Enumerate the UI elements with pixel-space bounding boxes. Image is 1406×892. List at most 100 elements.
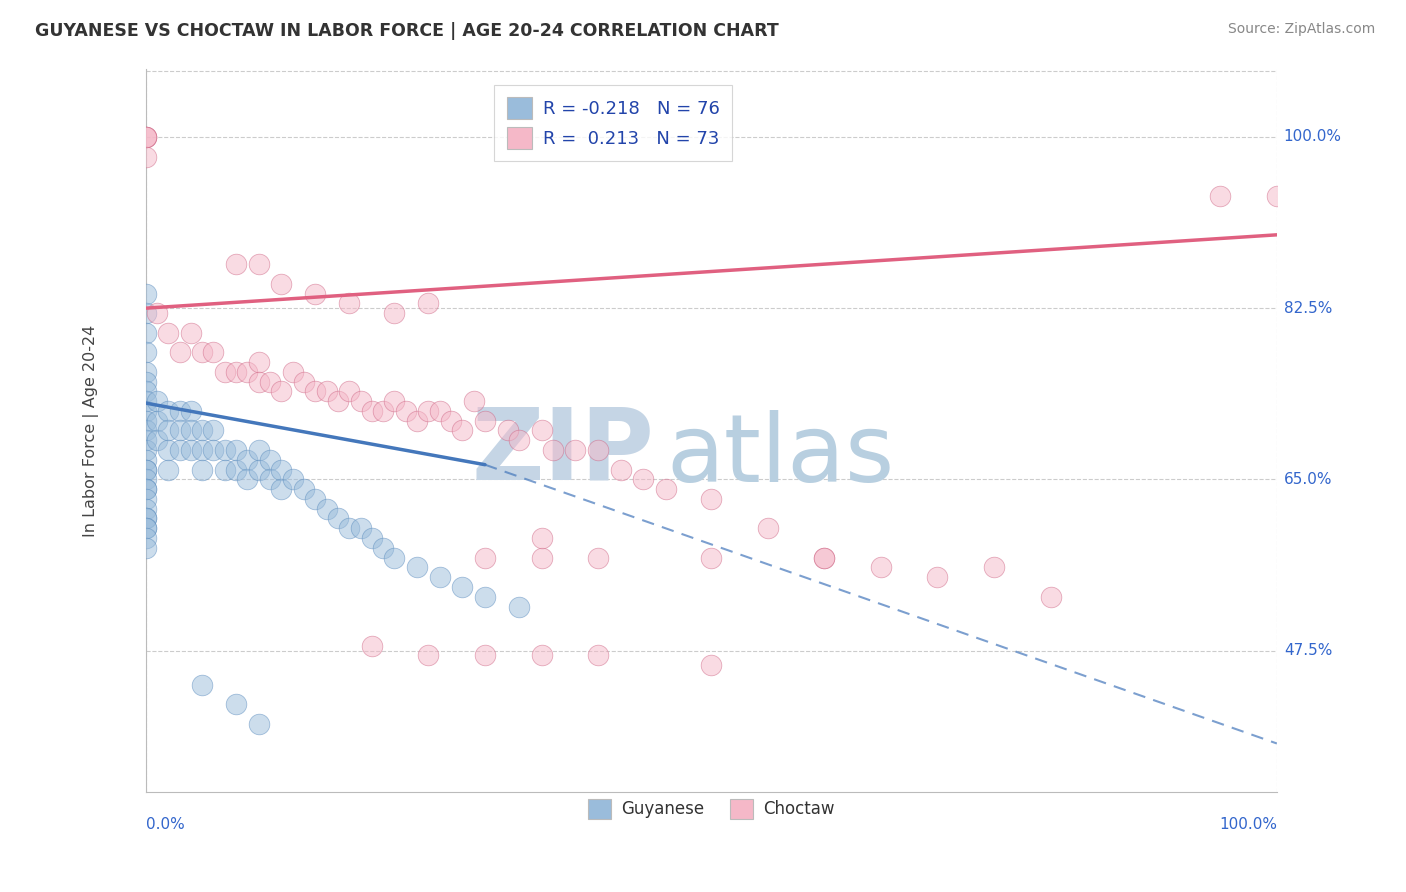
Guyanese: [146, 434, 169, 448]
Guyanese: [135, 541, 157, 555]
Choctaw: [247, 355, 270, 369]
Guyanese: [225, 443, 247, 458]
Guyanese: [373, 541, 395, 555]
Choctaw: [281, 365, 304, 379]
Guyanese: [135, 511, 157, 525]
Guyanese: [191, 443, 214, 458]
Guyanese: [157, 443, 180, 458]
Guyanese: [180, 424, 202, 438]
Guyanese: [135, 501, 157, 516]
Choctaw: [135, 130, 157, 145]
Guyanese: [270, 482, 292, 496]
Guyanese: [384, 550, 406, 565]
Guyanese: [191, 424, 214, 438]
Guyanese: [135, 414, 157, 428]
Choctaw: [360, 404, 382, 418]
Guyanese: [169, 443, 191, 458]
Choctaw: [700, 658, 723, 673]
Choctaw: [564, 443, 586, 458]
Guyanese: [135, 375, 157, 389]
Choctaw: [700, 550, 723, 565]
Choctaw: [530, 648, 553, 663]
Guyanese: [135, 462, 157, 476]
Choctaw: [247, 375, 270, 389]
Choctaw: [418, 648, 440, 663]
Text: 82.5%: 82.5%: [1284, 301, 1331, 316]
Guyanese: [146, 394, 169, 409]
Guyanese: [135, 482, 157, 496]
Choctaw: [214, 365, 236, 379]
Guyanese: [474, 590, 496, 604]
Choctaw: [270, 277, 292, 291]
Guyanese: [135, 491, 157, 506]
Guyanese: [247, 462, 270, 476]
Choctaw: [157, 326, 180, 340]
Choctaw: [270, 384, 292, 399]
Choctaw: [384, 306, 406, 320]
Guyanese: [191, 462, 214, 476]
Choctaw: [236, 365, 259, 379]
Choctaw: [360, 639, 382, 653]
Choctaw: [1209, 188, 1232, 202]
Guyanese: [146, 414, 169, 428]
Guyanese: [180, 404, 202, 418]
Choctaw: [927, 570, 949, 584]
Guyanese: [236, 472, 259, 486]
Choctaw: [530, 550, 553, 565]
Guyanese: [360, 531, 382, 545]
Choctaw: [870, 560, 893, 574]
Choctaw: [349, 394, 371, 409]
Choctaw: [384, 394, 406, 409]
Guyanese: [135, 531, 157, 545]
Guyanese: [270, 462, 292, 476]
Choctaw: [586, 443, 609, 458]
Choctaw: [1039, 590, 1062, 604]
Choctaw: [135, 130, 157, 145]
Guyanese: [135, 434, 157, 448]
Choctaw: [292, 375, 315, 389]
Choctaw: [586, 550, 609, 565]
Choctaw: [474, 550, 496, 565]
Text: 100.0%: 100.0%: [1284, 129, 1341, 145]
Choctaw: [429, 404, 451, 418]
Choctaw: [1265, 188, 1288, 202]
Guyanese: [135, 394, 157, 409]
Text: GUYANESE VS CHOCTAW IN LABOR FORCE | AGE 20-24 CORRELATION CHART: GUYANESE VS CHOCTAW IN LABOR FORCE | AGE…: [35, 22, 779, 40]
Guyanese: [135, 306, 157, 320]
Choctaw: [530, 531, 553, 545]
Text: ZIP: ZIP: [472, 404, 655, 500]
Guyanese: [157, 424, 180, 438]
Choctaw: [474, 648, 496, 663]
Guyanese: [214, 443, 236, 458]
Choctaw: [496, 424, 519, 438]
Guyanese: [169, 424, 191, 438]
Guyanese: [135, 462, 157, 476]
Choctaw: [418, 296, 440, 310]
Guyanese: [157, 404, 180, 418]
Guyanese: [508, 599, 530, 614]
Text: 65.0%: 65.0%: [1284, 472, 1333, 487]
Guyanese: [135, 511, 157, 525]
Guyanese: [236, 452, 259, 467]
Guyanese: [157, 462, 180, 476]
Guyanese: [326, 511, 349, 525]
Choctaw: [474, 414, 496, 428]
Choctaw: [395, 404, 418, 418]
Guyanese: [451, 580, 474, 594]
Guyanese: [337, 521, 360, 535]
Guyanese: [225, 462, 247, 476]
Choctaw: [463, 394, 485, 409]
Guyanese: [202, 424, 225, 438]
Guyanese: [429, 570, 451, 584]
Guyanese: [135, 424, 157, 438]
Choctaw: [337, 296, 360, 310]
Choctaw: [541, 443, 564, 458]
Choctaw: [440, 414, 463, 428]
Choctaw: [609, 462, 631, 476]
Choctaw: [451, 424, 474, 438]
Choctaw: [530, 424, 553, 438]
Choctaw: [813, 550, 835, 565]
Choctaw: [586, 648, 609, 663]
Choctaw: [247, 257, 270, 271]
Choctaw: [373, 404, 395, 418]
